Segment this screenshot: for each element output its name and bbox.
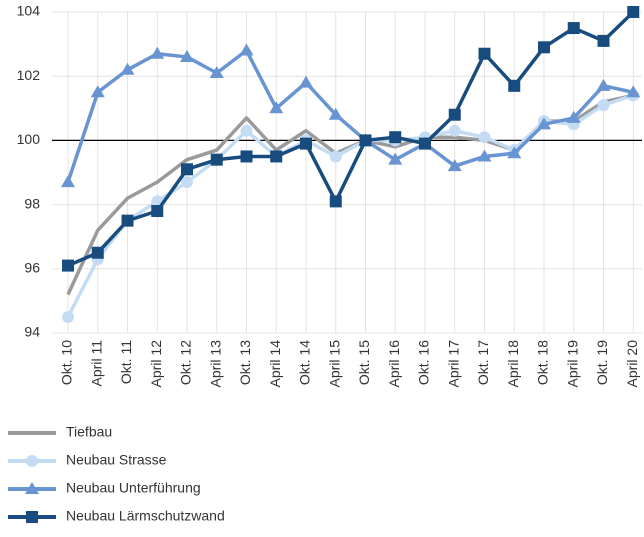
data-point [299, 75, 313, 88]
series-line [67, 10, 635, 268]
data-point [270, 150, 283, 163]
x-tick-label: Okt. 13 [237, 340, 253, 385]
data-point [419, 137, 431, 150]
data-point [478, 47, 491, 60]
x-tick-label: April 17 [445, 340, 461, 388]
series-line [66, 48, 634, 183]
data-point [597, 99, 610, 112]
x-tick-label: April 11 [88, 340, 104, 387]
data-point [597, 34, 610, 47]
x-tick-label: April 13 [207, 340, 223, 388]
data-point [537, 117, 551, 130]
x-tick-label: Okt. 18 [535, 340, 551, 385]
data-point [508, 79, 521, 92]
data-point [538, 41, 550, 54]
x-tick-label: Okt. 10 [59, 340, 75, 385]
data-point [389, 131, 402, 144]
data-point [62, 259, 74, 272]
legend-marker [25, 482, 39, 494]
data-point [329, 150, 342, 163]
data-point [61, 175, 75, 188]
data-point [566, 110, 581, 123]
data-point [477, 149, 492, 162]
y-tick-label: 102 [17, 67, 41, 83]
data-point [120, 62, 135, 75]
data-point [507, 146, 522, 159]
data-point [300, 137, 312, 150]
x-tick-label: April 12 [148, 340, 164, 388]
data-point [567, 22, 580, 35]
x-tick-label: Okt. 11 [118, 340, 134, 384]
legend-label: Neubau Strasse [66, 452, 167, 468]
data-point [448, 108, 461, 121]
data-point [596, 78, 611, 91]
data-point [388, 152, 403, 165]
x-tick-label: April 19 [564, 340, 580, 388]
x-tick-label: April 18 [505, 340, 521, 388]
x-tick-label: April 16 [386, 340, 402, 388]
y-tick-label: 104 [17, 3, 41, 19]
data-point [150, 46, 165, 59]
x-tick-label: Okt. 15 [356, 340, 372, 385]
legend-label: Neubau Lärmschutzwand [66, 508, 225, 524]
x-tick-label: Okt. 17 [475, 340, 491, 385]
data-point [239, 43, 254, 56]
data-point [90, 85, 105, 98]
x-tick-label: April 14 [267, 340, 283, 388]
data-point [447, 159, 462, 172]
x-tick-label: Okt. 14 [297, 340, 313, 385]
data-point [91, 246, 104, 259]
y-tick-label: 100 [17, 131, 41, 147]
data-point [626, 85, 641, 98]
x-tick-label: Okt. 19 [594, 340, 610, 385]
data-point [329, 195, 342, 208]
y-tick-label: 96 [24, 260, 40, 276]
data-point [328, 107, 343, 120]
data-point [240, 150, 253, 163]
data-point [181, 176, 193, 189]
y-tick-label: 94 [24, 324, 40, 340]
data-point [240, 124, 253, 137]
data-point [478, 131, 491, 144]
data-point [121, 214, 134, 227]
data-point [448, 124, 461, 137]
x-tick-label: Okt. 16 [416, 340, 432, 385]
x-tick-label: April 20 [624, 340, 640, 388]
x-tick-label: April 15 [326, 340, 342, 388]
data-point [62, 310, 74, 323]
data-point [269, 101, 284, 114]
legend-marker [26, 455, 38, 467]
legend-label: Neubau Unterführung [66, 480, 201, 496]
data-point [359, 134, 372, 147]
data-point [210, 153, 223, 166]
legend-label: Tiefbau [66, 424, 112, 440]
data-point [151, 205, 164, 218]
data-point [181, 163, 193, 176]
x-tick-label: Okt. 12 [178, 340, 194, 385]
legend-marker [26, 511, 38, 523]
data-point [180, 49, 194, 62]
data-point [627, 6, 640, 18]
y-tick-label: 98 [24, 195, 40, 211]
data-point [209, 65, 224, 78]
